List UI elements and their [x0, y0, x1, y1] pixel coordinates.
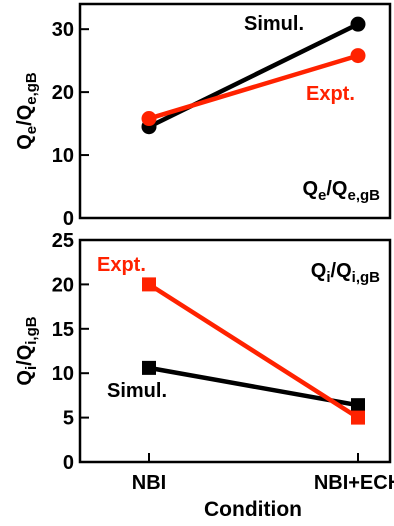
top-point-simul — [350, 16, 366, 32]
top-y-axis-label: Qe/Qe,gB — [14, 72, 40, 150]
bottom-y-tick-label: 20 — [52, 274, 74, 296]
bottom-x-axis-ticks: NBI NBI+ECH — [132, 453, 394, 494]
bottom-point-expt — [142, 277, 156, 292]
bottom-series-line-simul — [148, 365, 359, 408]
top-y-tick-label: 20 — [52, 82, 74, 104]
top-simul-label: Simul. — [244, 13, 304, 35]
x-tick-label: NBI — [132, 472, 166, 494]
top-y-tick-label: 30 — [52, 19, 74, 41]
top-point-expt — [350, 48, 366, 64]
top-y-tick-label: 0 — [63, 208, 74, 230]
bottom-series-line-expt — [147, 282, 360, 420]
bottom-point-simul — [351, 398, 365, 413]
top-expt-label: Expt. — [306, 83, 355, 105]
bottom-series-group — [142, 277, 365, 425]
top-y-tick-label: 10 — [52, 145, 74, 167]
bottom-y-axis-label: Qi/Qi,gB — [14, 316, 40, 385]
top-point-expt — [141, 111, 157, 127]
top-plot-frame — [78, 2, 392, 220]
x-tick-label: NBI+ECH — [314, 472, 394, 494]
bottom-y-tick-label: 10 — [52, 363, 74, 385]
bottom-y-tick-label: 25 — [52, 230, 74, 252]
bottom-simul-label: Simul. — [107, 380, 167, 402]
bottom-point-expt — [351, 410, 365, 425]
bottom-y-axis-ticks: 0 5 10 15 20 25 — [52, 230, 89, 474]
bottom-y-tick-label: 15 — [52, 319, 74, 341]
bottom-plot-frame — [78, 238, 392, 464]
top-y-axis-ticks: 0 10 20 30 — [52, 19, 89, 230]
top-panel: 0 10 20 30 Qe/Qe,gB Qe/Qe,gB Simul. Expt. — [14, 2, 392, 230]
bottom-y-tick-label: 5 — [63, 408, 74, 430]
top-series-group — [141, 16, 366, 135]
bottom-point-simul — [142, 360, 156, 375]
bottom-panel-label: Qi/Qi,gB — [311, 260, 380, 286]
bottom-expt-label: Expt. — [97, 254, 146, 276]
x-axis-label: Condition — [204, 498, 302, 521]
top-panel-label: Qe/Qe,gB — [302, 178, 380, 204]
bottom-y-tick-label: 0 — [63, 452, 74, 474]
top-series-line-expt — [148, 53, 359, 121]
